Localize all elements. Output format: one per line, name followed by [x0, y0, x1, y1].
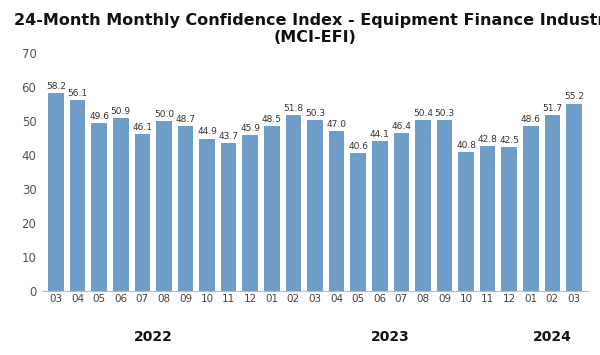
Text: 47.0: 47.0 [326, 120, 347, 129]
Bar [566, 104, 582, 291]
Bar [415, 120, 431, 291]
Text: 2024: 2024 [533, 330, 572, 344]
Bar [372, 141, 388, 291]
Bar [458, 152, 474, 291]
Text: 51.8: 51.8 [283, 104, 304, 113]
Bar [523, 126, 539, 291]
Text: 46.4: 46.4 [391, 122, 411, 131]
Text: 49.6: 49.6 [89, 111, 109, 121]
Text: 40.6: 40.6 [348, 142, 368, 151]
Text: 50.3: 50.3 [434, 109, 455, 118]
Bar [91, 122, 107, 291]
Bar [70, 100, 85, 291]
Bar [221, 143, 236, 291]
Text: 48.7: 48.7 [176, 115, 196, 124]
Text: 48.5: 48.5 [262, 115, 282, 124]
Text: 50.3: 50.3 [305, 109, 325, 118]
Text: 50.4: 50.4 [413, 109, 433, 118]
Bar [480, 146, 496, 291]
Bar [502, 147, 517, 291]
Text: 50.0: 50.0 [154, 110, 174, 119]
Text: 50.9: 50.9 [111, 107, 131, 116]
Bar [113, 118, 128, 291]
Bar [329, 131, 344, 291]
Bar [134, 135, 150, 291]
Text: 42.8: 42.8 [478, 135, 497, 144]
Bar [394, 133, 409, 291]
Text: 40.8: 40.8 [456, 141, 476, 151]
Text: 44.1: 44.1 [370, 130, 389, 139]
Text: 42.5: 42.5 [499, 136, 519, 144]
Text: 56.1: 56.1 [68, 89, 88, 98]
Text: 51.7: 51.7 [542, 104, 562, 113]
Bar [286, 115, 301, 291]
Bar [242, 135, 258, 291]
Bar [178, 126, 193, 291]
Text: 46.1: 46.1 [133, 124, 152, 132]
Bar [48, 93, 64, 291]
Text: 55.2: 55.2 [564, 93, 584, 102]
Bar [545, 115, 560, 291]
Text: 2022: 2022 [134, 330, 173, 344]
Bar [307, 120, 323, 291]
Bar [437, 120, 452, 291]
Bar [350, 153, 366, 291]
Text: 45.9: 45.9 [240, 124, 260, 133]
Text: 48.6: 48.6 [521, 115, 541, 124]
Bar [264, 126, 280, 291]
Text: 58.2: 58.2 [46, 82, 66, 91]
Text: 43.7: 43.7 [218, 132, 239, 141]
Bar [199, 138, 215, 291]
Bar [156, 121, 172, 291]
Text: 2023: 2023 [371, 330, 410, 344]
Title: 24-Month Monthly Confidence Index - Equipment Finance Industry
(MCI-EFI): 24-Month Monthly Confidence Index - Equi… [14, 13, 600, 45]
Text: 44.9: 44.9 [197, 127, 217, 136]
